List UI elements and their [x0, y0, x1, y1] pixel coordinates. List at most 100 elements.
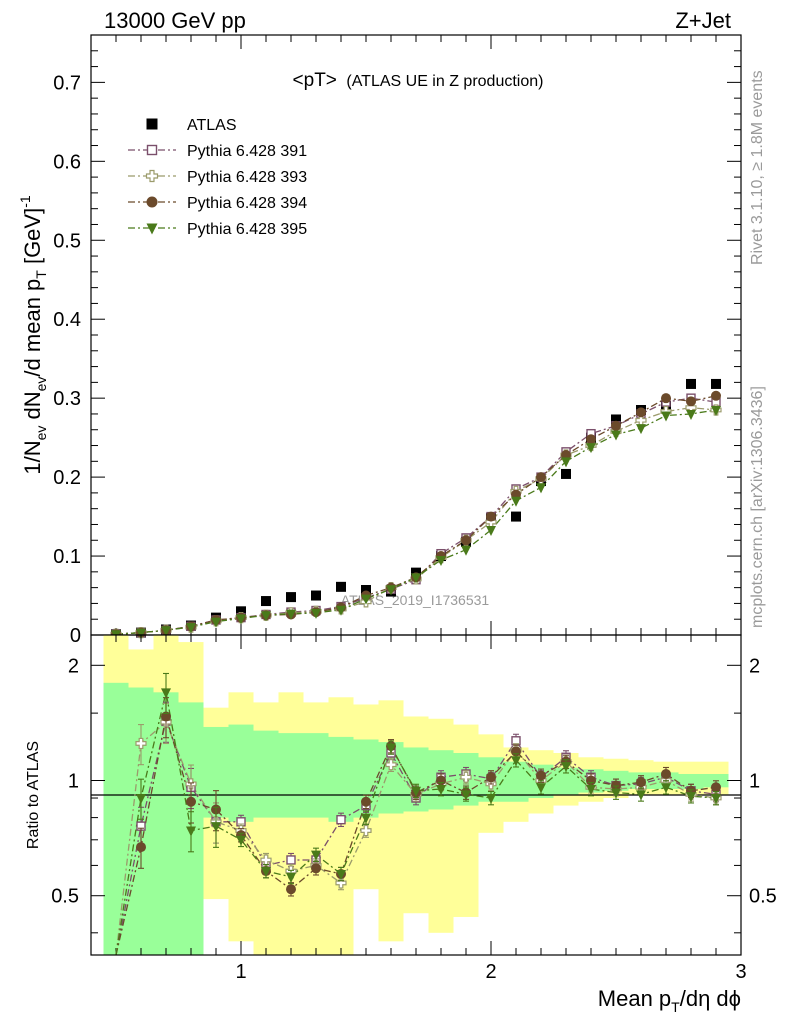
legend-marker	[146, 144, 158, 156]
ratio-data-point	[711, 782, 721, 793]
ratio-data-point	[586, 785, 596, 796]
ratio-data-point	[186, 826, 196, 837]
data-point	[461, 545, 471, 556]
data-point	[561, 468, 571, 479]
ratio-data-point	[311, 850, 321, 861]
ratio-data-point	[611, 788, 621, 799]
ratio-data-point	[360, 824, 372, 837]
data-point	[311, 590, 321, 601]
data-point	[586, 434, 596, 445]
y-tick-label: 0.7	[53, 72, 81, 94]
uncertainty-band-outer	[403, 716, 429, 914]
data-point	[661, 411, 671, 422]
ratio-data-point	[186, 796, 196, 807]
data-point	[361, 585, 371, 595]
main-y-axis-label: 1/Nev dNev/d mean pT [GeV]-1	[17, 195, 49, 475]
rivet-label: Rivet 3.1.10, ≥ 1.8M events	[749, 70, 766, 265]
ratio-data-point	[536, 783, 546, 794]
data-point	[436, 556, 446, 566]
data-point	[336, 605, 346, 616]
main-axis-ticks: 0 0.1 0.2 0.3 0.4 0.5 0.6 0.7	[53, 34, 741, 647]
main-data-series	[110, 378, 722, 641]
ratio-data-point	[386, 743, 396, 754]
ratio-data-point	[161, 688, 171, 699]
data-point	[611, 420, 621, 431]
ratio-data-series	[115, 672, 722, 956]
data-point	[511, 496, 521, 507]
x-axis-label-tail: /dη dϕ	[680, 986, 741, 1011]
ratio-data-point	[661, 768, 671, 779]
uncertainty-band-inner	[103, 682, 129, 955]
legend-label: Pythia 6.428 393	[187, 169, 307, 186]
ratio-panel-frame	[90, 634, 742, 956]
ratio-data-point	[460, 771, 472, 783]
ratio-data-point	[361, 796, 371, 807]
header-left: 13000 GeV pp	[104, 8, 246, 33]
data-point	[686, 396, 696, 407]
x-axis-label-main: Mean p	[598, 986, 671, 1011]
data-point	[461, 535, 471, 546]
data-point	[561, 457, 571, 468]
data-point	[661, 393, 671, 404]
y-tick-label: 0.6	[53, 151, 81, 173]
y-tick-label: 0.1	[53, 546, 81, 568]
ratio-data-point	[436, 785, 446, 796]
legend-label: ATLAS	[187, 117, 237, 134]
ratio-data-point	[286, 872, 296, 883]
data-point	[711, 406, 721, 416]
data-point	[286, 592, 296, 603]
ratio-data-point	[686, 792, 696, 803]
analysis-watermark: ATLAS_2019_I1736531	[341, 592, 490, 608]
data-point	[511, 511, 521, 522]
mcplots-label: mcplots.cern.ch [arXiv:1306.3436]	[749, 386, 766, 628]
x-tick-label: 1	[235, 961, 246, 983]
data-point	[536, 472, 546, 483]
data-point	[311, 608, 321, 619]
uncertainty-band-inner	[678, 773, 704, 790]
ratio-y-tick-label: 1	[68, 771, 79, 793]
data-point	[411, 573, 421, 584]
uncertainty-band-inner	[228, 724, 254, 822]
x-tick-label: 3	[735, 961, 746, 983]
ratio-data-point	[561, 762, 571, 773]
ratio-data-point	[286, 855, 296, 865]
ratio-y-tick-label-right: 2	[749, 655, 760, 677]
ratio-data-point	[136, 794, 146, 805]
ratio-data-point	[361, 813, 371, 824]
ratio-data-point	[511, 756, 521, 767]
data-point	[161, 626, 171, 637]
ratio-data-point	[336, 814, 346, 825]
ratio-data-point	[136, 842, 146, 853]
ratio-data-point	[661, 783, 671, 794]
data-point	[636, 407, 646, 418]
data-point	[236, 606, 246, 617]
y-tick-label: 0	[70, 625, 81, 647]
uncertainty-band-inner	[253, 730, 279, 818]
y-tick-label: 0.4	[53, 309, 81, 331]
uncertainty-band-outer	[278, 692, 304, 955]
ratio-data-point	[636, 777, 646, 788]
uncertainty-band-inner	[303, 733, 329, 818]
chart-title: <pT> (ATLAS UE in Z production)	[293, 70, 544, 91]
legend-marker	[146, 196, 158, 208]
legend-marker	[145, 169, 159, 183]
data-point	[486, 526, 496, 536]
data-point	[386, 585, 396, 596]
data-point	[611, 430, 621, 441]
data-point	[186, 623, 196, 634]
x-axis-label: Mean pT/dη dϕ	[598, 986, 741, 1015]
y-tick-label: 0.5	[53, 230, 81, 252]
data-point	[261, 596, 271, 607]
chart-title-sub: (ATLAS UE in Z production)	[346, 73, 543, 90]
ratio-data-point	[486, 772, 496, 783]
ratio-y-tick-label-right: 1	[749, 771, 760, 793]
chart-title-main: <pT>	[293, 70, 337, 91]
legend-marker	[146, 118, 158, 130]
data-point	[686, 409, 696, 420]
ratio-y-tick-label: 2	[68, 655, 79, 677]
ratio-data-point	[711, 794, 721, 805]
uncertainty-band-outer	[378, 700, 404, 942]
data-point	[486, 511, 496, 522]
y-tick-label: 0.3	[53, 388, 81, 410]
